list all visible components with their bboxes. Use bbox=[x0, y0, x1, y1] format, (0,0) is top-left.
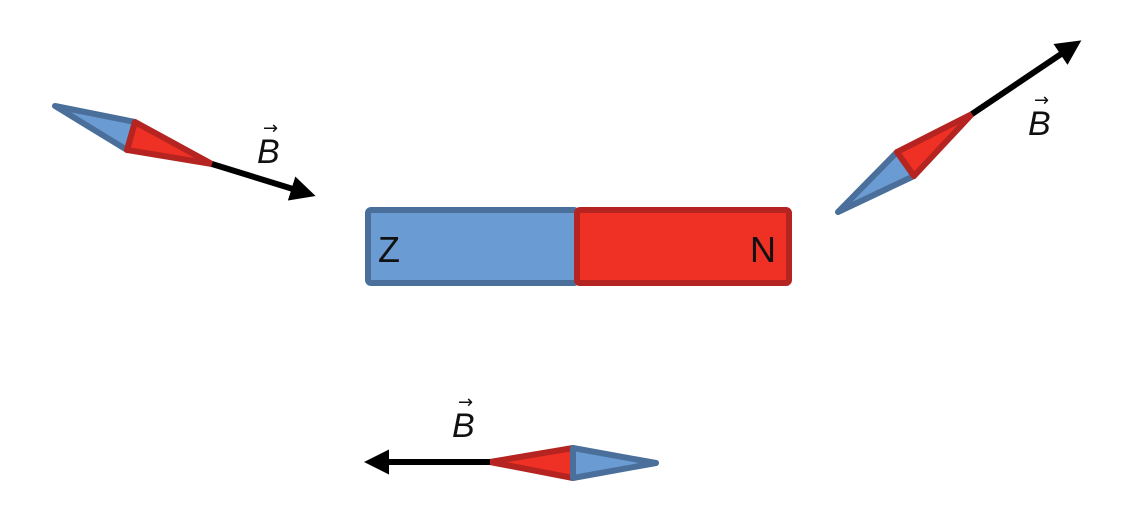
compass-needle-upper-left: B → bbox=[52, 103, 316, 201]
needle-north-end bbox=[487, 445, 576, 481]
field-arrow-upper-right bbox=[970, 40, 1082, 117]
needle-north-end bbox=[894, 111, 975, 179]
vector-arrow-mark: → bbox=[263, 118, 278, 139]
south-pole-label: Z bbox=[378, 229, 400, 270]
field-label-upper-left: B → bbox=[257, 118, 280, 171]
field-symbol: B bbox=[452, 407, 475, 445]
needle-north-end bbox=[124, 119, 215, 167]
bar-magnet: Z N bbox=[365, 207, 792, 286]
field-arrow-upper-left bbox=[211, 161, 316, 201]
needle-south-end bbox=[52, 103, 138, 153]
needle-south-end bbox=[570, 445, 659, 481]
vector-arrow-mark: → bbox=[458, 392, 473, 413]
compass-needle-upper-right: B → bbox=[835, 40, 1082, 215]
magnet-north-half bbox=[574, 207, 792, 286]
north-pole-label: N bbox=[750, 229, 776, 270]
compass-needle-bottom: B → bbox=[363, 392, 659, 481]
vector-arrow-mark: → bbox=[1034, 90, 1049, 111]
field-symbol: B bbox=[257, 133, 280, 171]
field-label-bottom: B → bbox=[452, 392, 475, 445]
field-symbol: B bbox=[1028, 105, 1051, 143]
field-label-upper-right: B → bbox=[1028, 90, 1051, 143]
